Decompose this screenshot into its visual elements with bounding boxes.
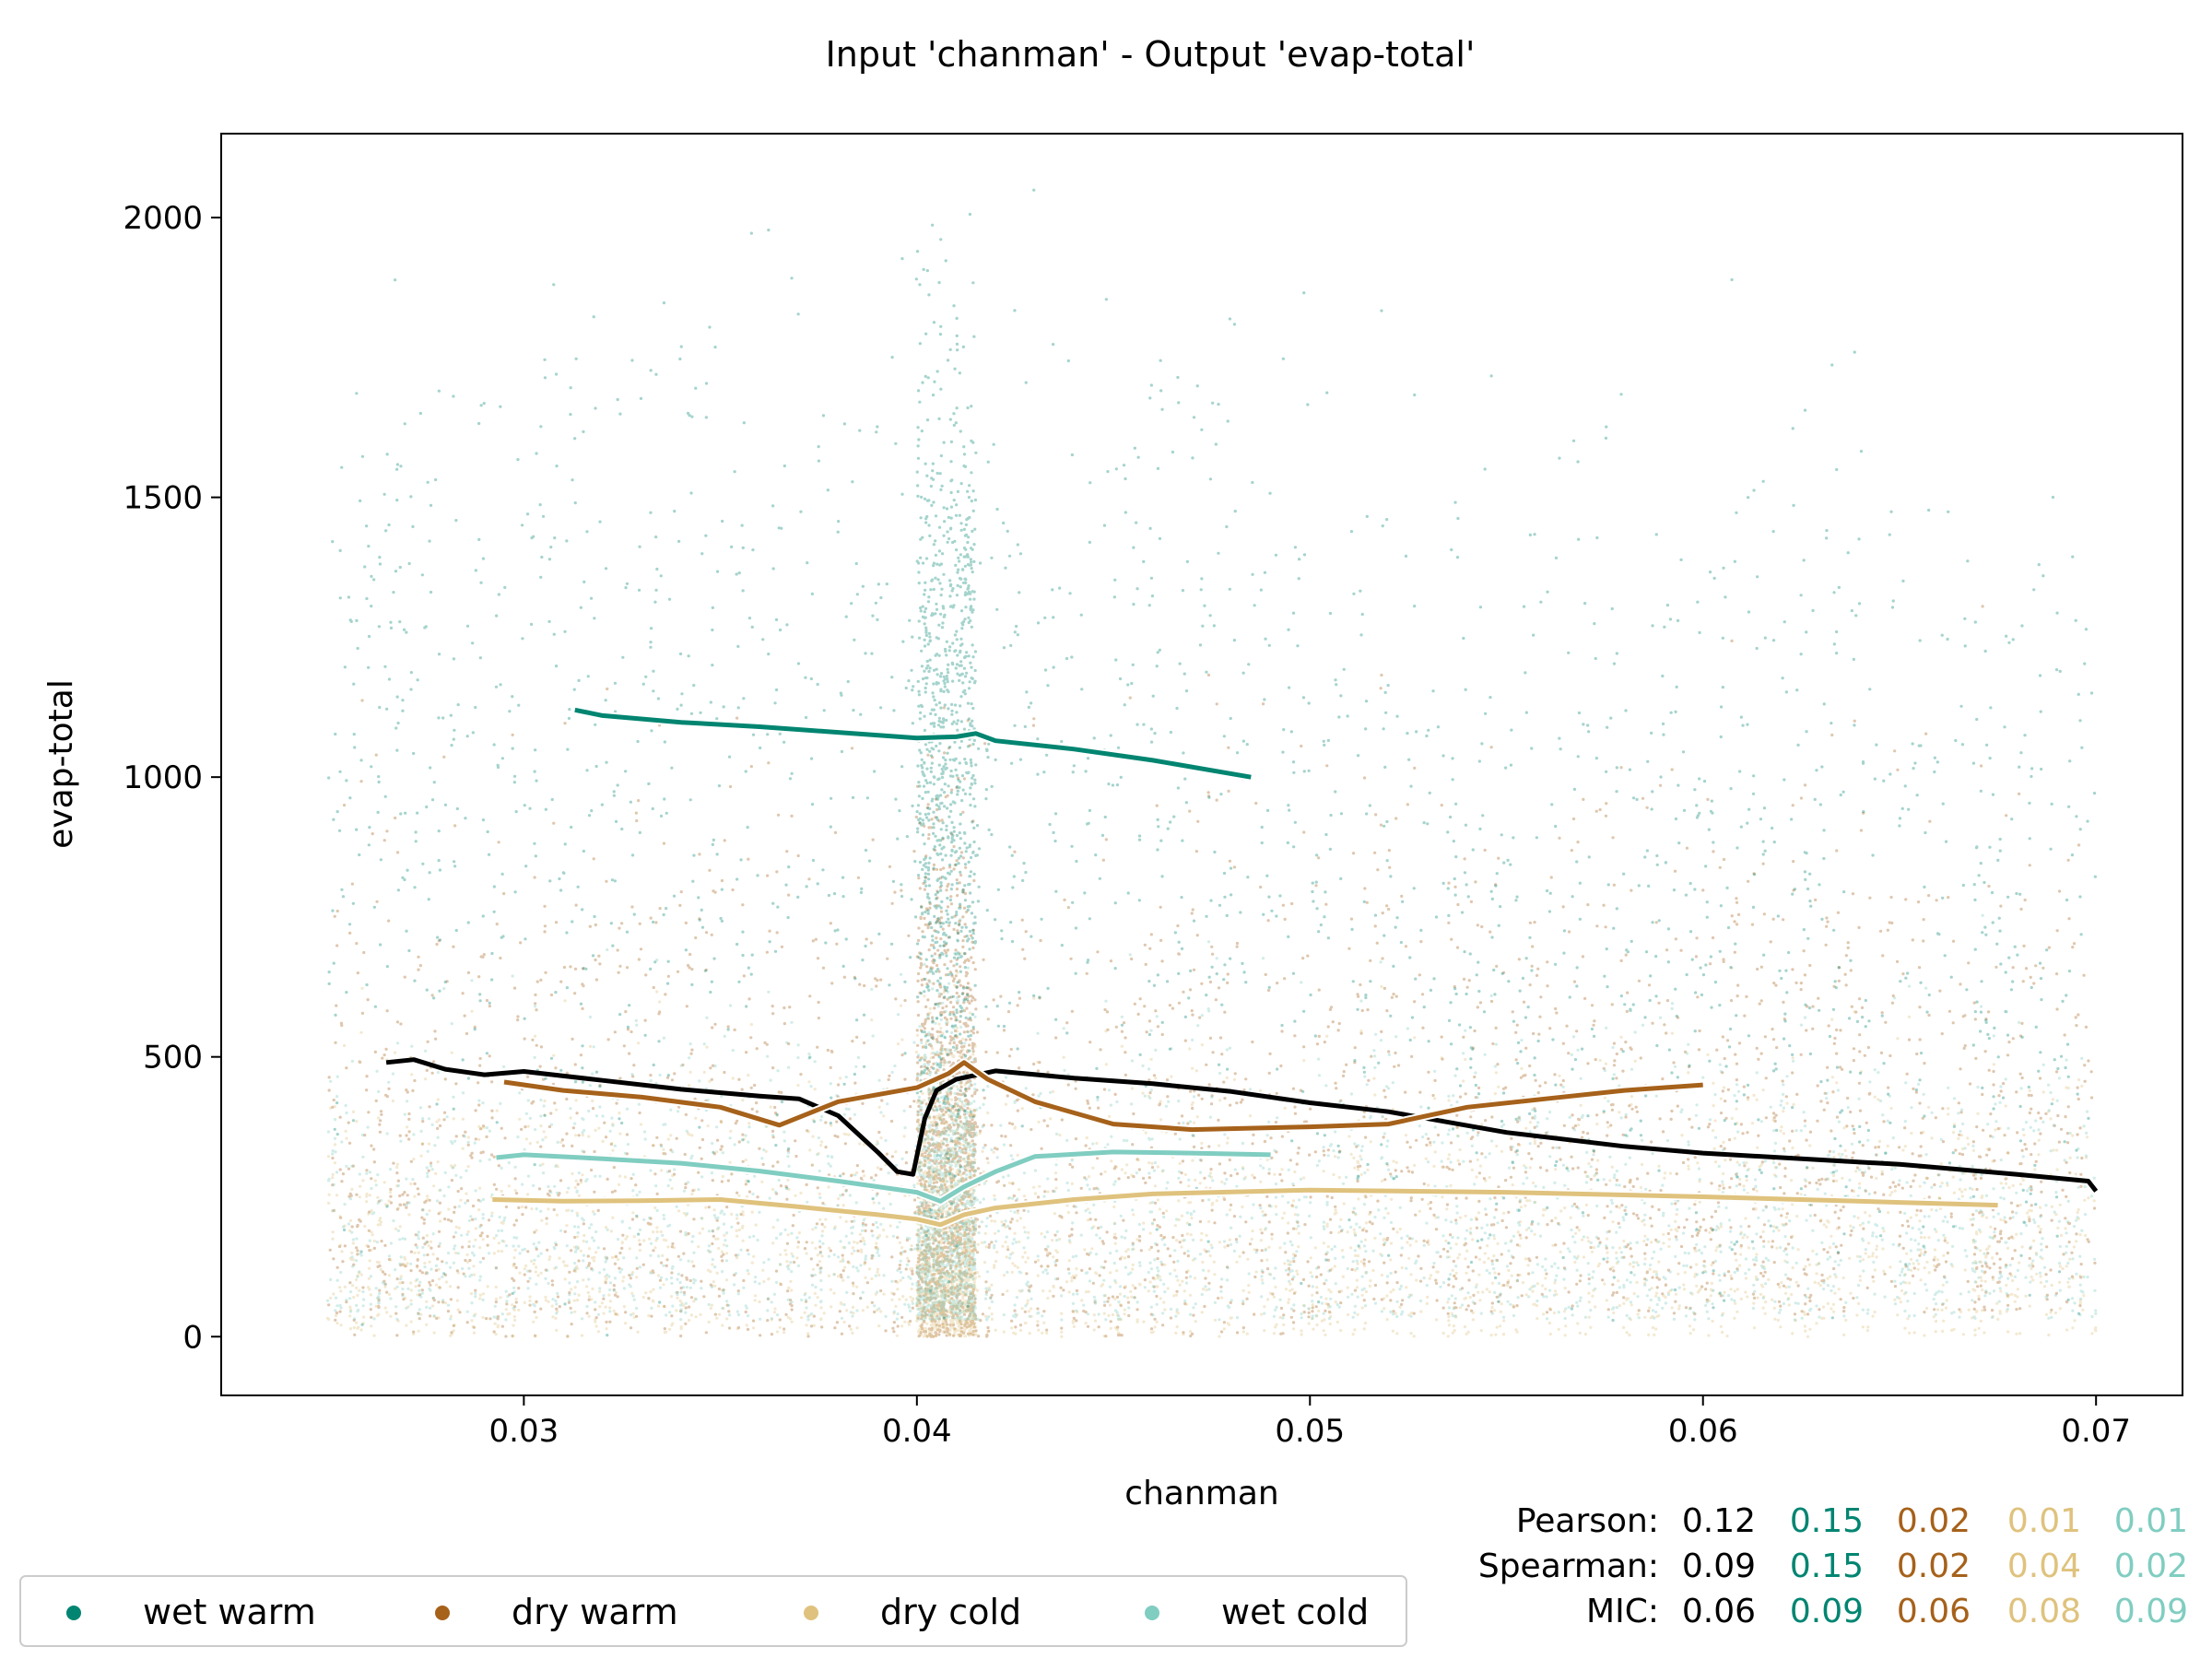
stats-value: 0.04 [2007,1547,2081,1585]
x-axis-label: chanman [1124,1475,1278,1512]
stats-value: 0.08 [2007,1593,2081,1630]
legend-label: wet cold [1221,1592,1369,1632]
legend-marker [66,1606,81,1620]
x-tick-label: 0.04 [882,1413,952,1450]
plot-frame [220,133,2183,1396]
legend-label: dry cold [880,1592,1021,1632]
y-axis-label: evap-total [42,679,80,849]
legend-marker [804,1606,818,1620]
scatter-points-dry-cold [325,951,2098,1338]
trend-line-wet-cold [496,1149,1271,1204]
y-tick-label: 2000 [123,200,203,237]
legend-marker [435,1606,450,1620]
stats-value: 0.06 [1682,1593,1756,1630]
stats-row-label: Pearson: [1516,1502,1659,1540]
stats-row-label: Spearman: [1478,1547,1659,1585]
legend-label: wet warm [143,1592,316,1632]
x-axis: 0.03 0.04 0.05 0.06 0.07 [489,1395,2131,1450]
legend-label: dry warm [512,1592,678,1632]
chart-title: Input 'chanman' - Output 'evap-total' [826,34,1476,75]
x-tick-label: 0.06 [1668,1413,1738,1450]
y-tick-label: 1500 [123,480,203,517]
stats-value: 0.02 [2114,1547,2188,1585]
stats-value: 0.15 [1790,1547,1864,1585]
stats-value: 0.06 [1897,1593,1971,1630]
scatter-points [325,188,2098,1338]
legend: wet warm dry warm dry cold wet cold [19,1575,1407,1647]
stats-value: 0.12 [1682,1502,1756,1540]
stats-value: 0.15 [1790,1502,1864,1540]
stats-value: 0.09 [2114,1593,2188,1630]
stats-value: 0.01 [2007,1502,2081,1540]
legend-box [19,1575,1407,1647]
x-tick-label: 0.03 [489,1413,559,1450]
stats-value: 0.02 [1897,1502,1971,1540]
x-tick-label: 0.05 [1275,1413,1345,1450]
correlation-stats: Pearson: 0.12 0.15 0.02 0.01 0.01 Spearman: 0.0… [1478,1502,2188,1630]
y-tick-label: 0 [182,1319,203,1356]
stats-row-label: MIC: [1586,1593,1659,1630]
stats-value: 0.09 [1682,1547,1756,1585]
scatter-points-wet-warm [327,188,2097,1337]
y-axis: 0 500 1000 1500 2000 [123,200,221,1356]
trend-line-dry-warm [503,1060,1703,1133]
trend-line-dry-cold [492,1187,1998,1228]
stats-value: 0.09 [1790,1593,1864,1630]
y-tick-label: 500 [143,1040,203,1077]
trend-line-all [385,1057,2099,1193]
stats-value: 0.02 [1897,1547,1971,1585]
x-tick-label: 0.07 [2061,1413,2131,1450]
stats-value: 0.01 [2114,1502,2188,1540]
trend-line-wet-warm [574,707,1252,780]
legend-marker [1145,1606,1159,1620]
trend-lines [385,705,2099,1230]
y-tick-label: 1000 [123,759,203,796]
